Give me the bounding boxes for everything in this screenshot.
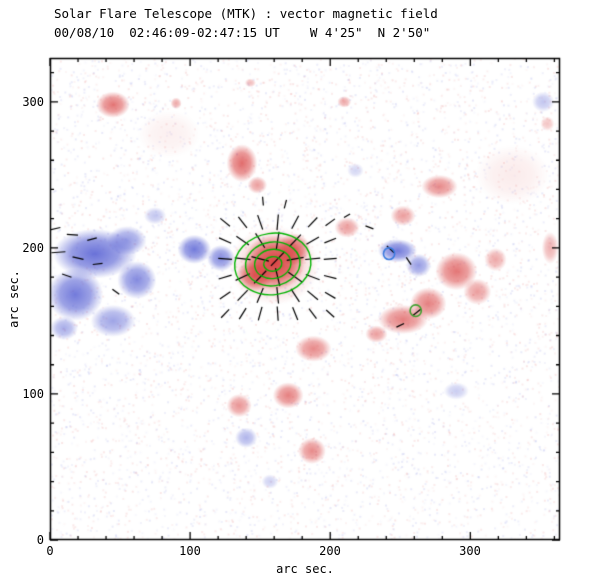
x-tick-label: 200 [319, 544, 341, 558]
plot-subtitle: 00/08/10 02:46:09-02:47:15 UT W 4'25" N … [54, 25, 431, 40]
x-tick-label: 0 [46, 544, 54, 558]
plot-title: Solar Flare Telescope (MTK) : vector mag… [54, 6, 438, 21]
y-axis-label: arc sec. [7, 270, 21, 328]
x-tick-label: 300 [459, 544, 481, 558]
y-tick-label: 100 [22, 387, 44, 401]
y-tick-label: 0 [36, 533, 44, 547]
y-tick-label: 300 [22, 95, 44, 109]
x-axis-label: arc sec. [276, 562, 334, 576]
y-tick-label: 200 [22, 241, 44, 255]
x-tick-label: 100 [179, 544, 201, 558]
